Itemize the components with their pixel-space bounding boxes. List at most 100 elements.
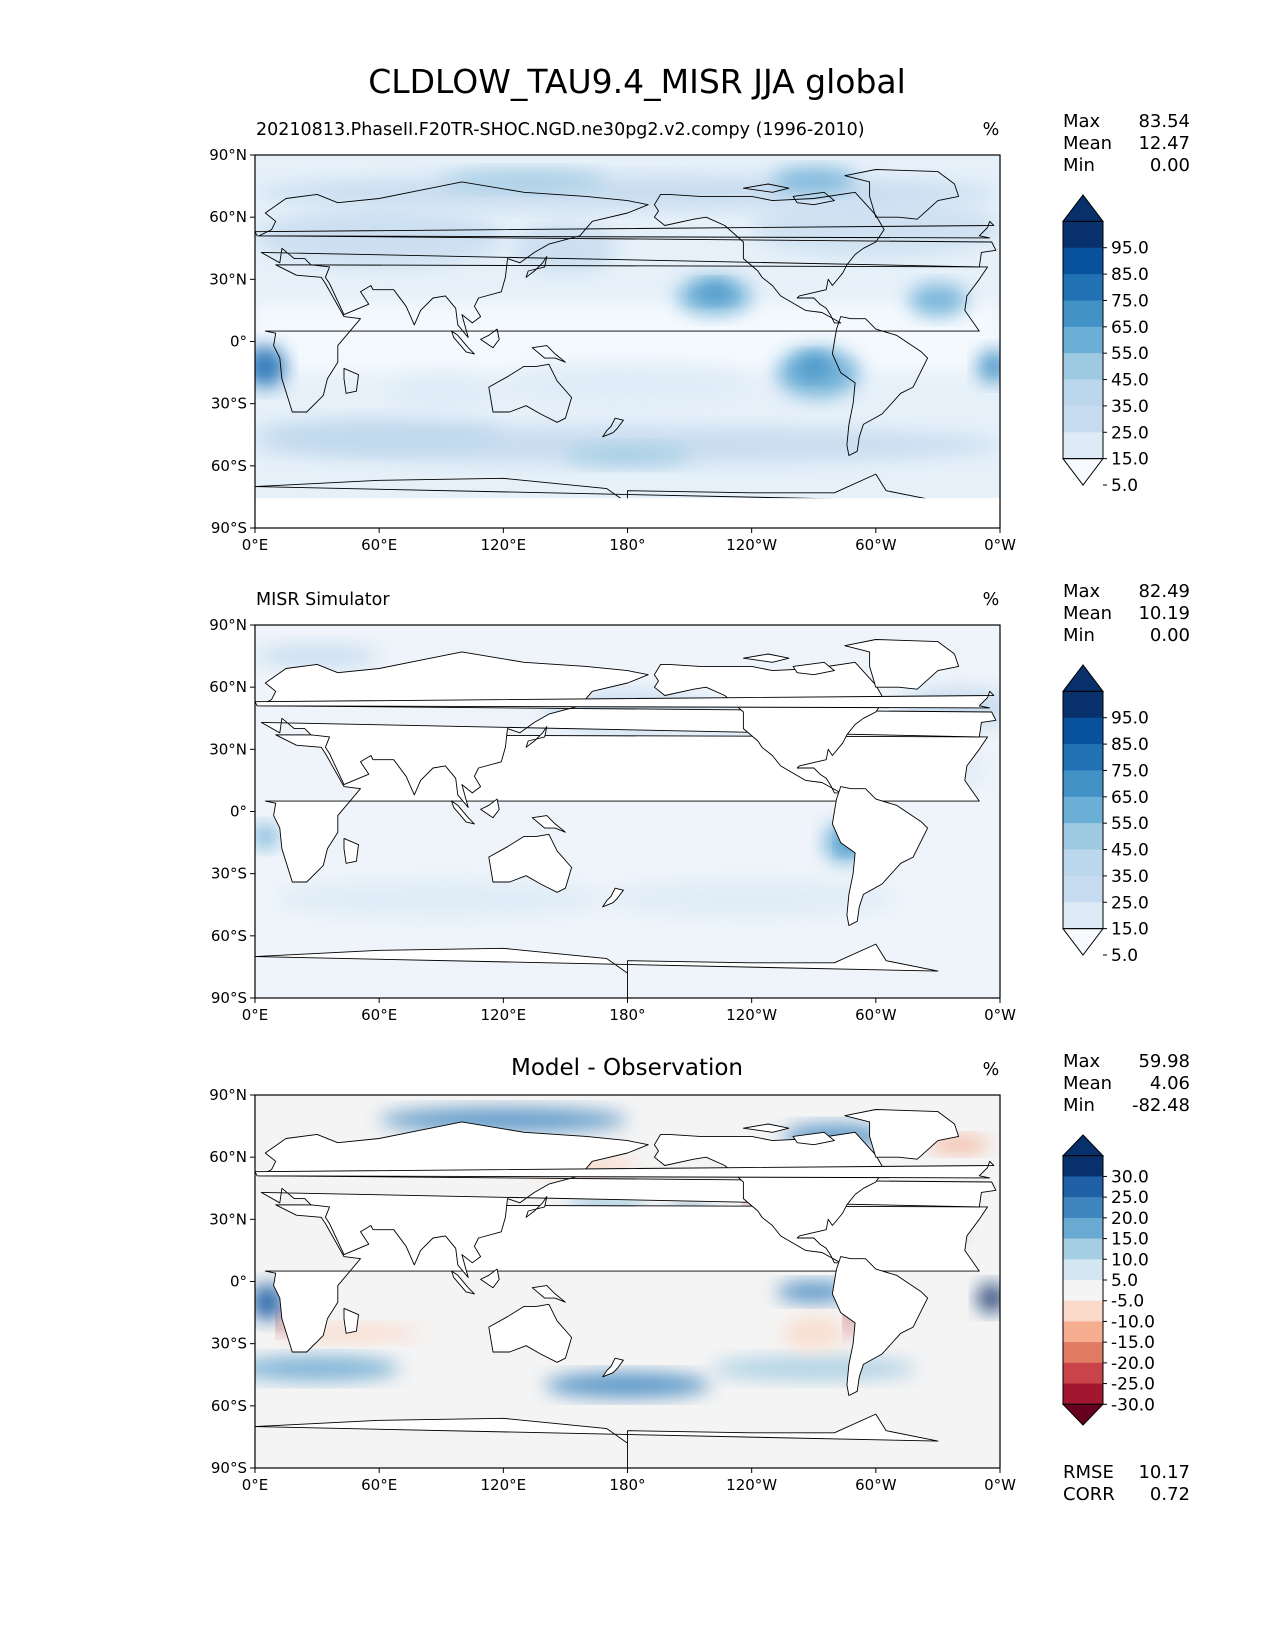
- y-tick-label: 60°N: [209, 678, 247, 696]
- x-tick-label: 60°E: [361, 1006, 397, 1024]
- stat-name: Mean: [1063, 603, 1112, 624]
- y-tick-label: 60°S: [211, 927, 247, 945]
- y-tick-label: 30°S: [211, 1335, 247, 1353]
- stat-value: 82.49: [1138, 581, 1190, 602]
- panel-test: 20210813.PhaseII.F20TR-SHOC.NGD.ne30pg2.…: [209, 111, 1190, 554]
- y-tick-label: 30°N: [209, 270, 247, 288]
- colorbar-tick-label: 65.0: [1111, 318, 1149, 338]
- stat-value: 59.98: [1138, 1051, 1190, 1072]
- x-tick-label: 0°W: [984, 1476, 1016, 1494]
- x-tick-label: 120°E: [481, 1006, 527, 1024]
- panel-diff: Model - Observation % 0°E 60°E 120°E 180° 120°…: [209, 1051, 1190, 1505]
- x-tick-label: 0°W: [984, 536, 1016, 554]
- y-tick-label: 90°S: [211, 1459, 247, 1477]
- stat-name: Mean: [1063, 1073, 1112, 1094]
- colorbar-tick-label: 85.0: [1111, 265, 1149, 285]
- colorbar-tick-label: 55.0: [1111, 344, 1149, 364]
- stat-name: Min: [1063, 155, 1095, 176]
- colorbar-tick-label: 10.0: [1111, 1250, 1149, 1270]
- colorbar-tick-label: 5.0: [1111, 476, 1138, 496]
- colorbar-tick-label: 65.0: [1111, 788, 1149, 808]
- x-tick-label: 0°W: [984, 1006, 1016, 1024]
- map-field: [255, 625, 1000, 998]
- colorbar-tick-label: 25.0: [1111, 1188, 1149, 1208]
- x-tick-label: 0°E: [242, 1476, 269, 1494]
- y-tick-label: 30°S: [211, 395, 247, 413]
- colorbar-tick-label: -5.0: [1111, 1292, 1144, 1312]
- colorbar-tick-label: -25.0: [1111, 1375, 1155, 1395]
- panel-ref: MISR Simulator % 0°E 60°E 120°E 180° 120°W 60°W…: [209, 581, 1190, 1024]
- stat-value: 0.00: [1150, 155, 1190, 176]
- colorbar-tick-label: 25.0: [1111, 893, 1149, 913]
- colorbar-tick-label: 55.0: [1111, 814, 1149, 834]
- colorbar-tick-label: -10.0: [1111, 1312, 1155, 1332]
- colorbar: 30.025.020.015.010.05.0-5.0-10.0-15.0-20…: [1061, 1134, 1155, 1426]
- y-tick-label: 90°S: [211, 519, 247, 537]
- x-tick-label: 60°E: [361, 536, 397, 554]
- stat-value: 12.47: [1138, 133, 1190, 154]
- x-tick-label: 120°W: [726, 536, 777, 554]
- y-tick-label: 60°N: [209, 208, 247, 226]
- colorbar-tick-label: 5.0: [1111, 946, 1138, 966]
- colorbar-tick-label: 25.0: [1111, 423, 1149, 443]
- y-tick-label: 0°: [230, 803, 247, 821]
- x-tick-label: 180°: [609, 536, 645, 554]
- x-tick-label: 120°W: [726, 1006, 777, 1024]
- colorbar-tick-label: 15.0: [1111, 450, 1149, 470]
- x-tick-label: 120°E: [481, 1476, 527, 1494]
- panel-title: MISR Simulator: [256, 590, 390, 610]
- colorbar: 95.0 85.0 75.0 65.0 55.0 45.0 35.0 25.0 15.0 5.0: [1061, 664, 1149, 966]
- x-tick-label: 180°: [609, 1006, 645, 1024]
- colorbar: 95.0 85.0 75.0 65.0 55.0 45.0 35.0 25.0 15.0 5.0: [1061, 194, 1149, 496]
- y-tick-label: 90°S: [211, 989, 247, 1007]
- stat-value: 10.19: [1138, 603, 1190, 624]
- colorbar-tick-label: 15.0: [1111, 1230, 1149, 1250]
- x-tick-label: 180°: [609, 1476, 645, 1494]
- colorbar-tick-label: 45.0: [1111, 841, 1149, 861]
- y-tick-label: 60°S: [211, 457, 247, 475]
- y-tick-label: 0°: [230, 1273, 247, 1291]
- metric-value: 10.17: [1138, 1462, 1190, 1483]
- stat-name: Max: [1063, 1051, 1101, 1072]
- stat-name: Min: [1063, 625, 1095, 646]
- panel-title: 20210813.PhaseII.F20TR-SHOC.NGD.ne30pg2.…: [256, 120, 865, 140]
- units-label: %: [983, 120, 1000, 140]
- x-tick-label: 120°E: [481, 536, 527, 554]
- metric-name: RMSE: [1063, 1462, 1114, 1483]
- colorbar-tick-label: 95.0: [1111, 239, 1149, 259]
- colorbar-tick-label: -20.0: [1111, 1354, 1155, 1374]
- map-field: [255, 1095, 1000, 1468]
- colorbar-tick-label: 20.0: [1111, 1209, 1149, 1229]
- y-tick-label: 0°: [230, 333, 247, 351]
- stat-value: 0.00: [1150, 625, 1190, 646]
- units-label: %: [983, 590, 1000, 610]
- stat-name: Max: [1063, 111, 1101, 132]
- colorbar-tick-label: 30.0: [1111, 1167, 1149, 1187]
- colorbar-tick-label: 45.0: [1111, 371, 1149, 391]
- colorbar-tick-label: 5.0: [1111, 1271, 1138, 1291]
- stat-value: 83.54: [1138, 111, 1190, 132]
- metric-name: CORR: [1063, 1484, 1115, 1505]
- panel-title: Model - Observation: [511, 1055, 743, 1081]
- stat-name: Max: [1063, 581, 1101, 602]
- stat-value: -82.48: [1132, 1095, 1190, 1116]
- colorbar-tick-label: -30.0: [1111, 1395, 1155, 1415]
- x-tick-label: 60°W: [855, 1006, 897, 1024]
- y-tick-label: 30°S: [211, 865, 247, 883]
- y-tick-label: 60°S: [211, 1397, 247, 1415]
- x-tick-label: 0°E: [242, 536, 269, 554]
- colorbar-tick-label: 35.0: [1111, 867, 1149, 887]
- units-label: %: [983, 1060, 1000, 1080]
- colorbar-tick-label: -15.0: [1111, 1333, 1155, 1353]
- y-tick-label: 60°N: [209, 1148, 247, 1166]
- colorbar-tick-label: 75.0: [1111, 761, 1149, 781]
- colorbar-tick-label: 35.0: [1111, 397, 1149, 417]
- stat-name: Min: [1063, 1095, 1095, 1116]
- x-tick-label: 60°E: [361, 1476, 397, 1494]
- y-tick-label: 90°N: [209, 616, 247, 634]
- stat-name: Mean: [1063, 133, 1112, 154]
- y-tick-label: 30°N: [209, 740, 247, 758]
- colorbar-tick-label: 85.0: [1111, 735, 1149, 755]
- metric-value: 0.72: [1150, 1484, 1190, 1505]
